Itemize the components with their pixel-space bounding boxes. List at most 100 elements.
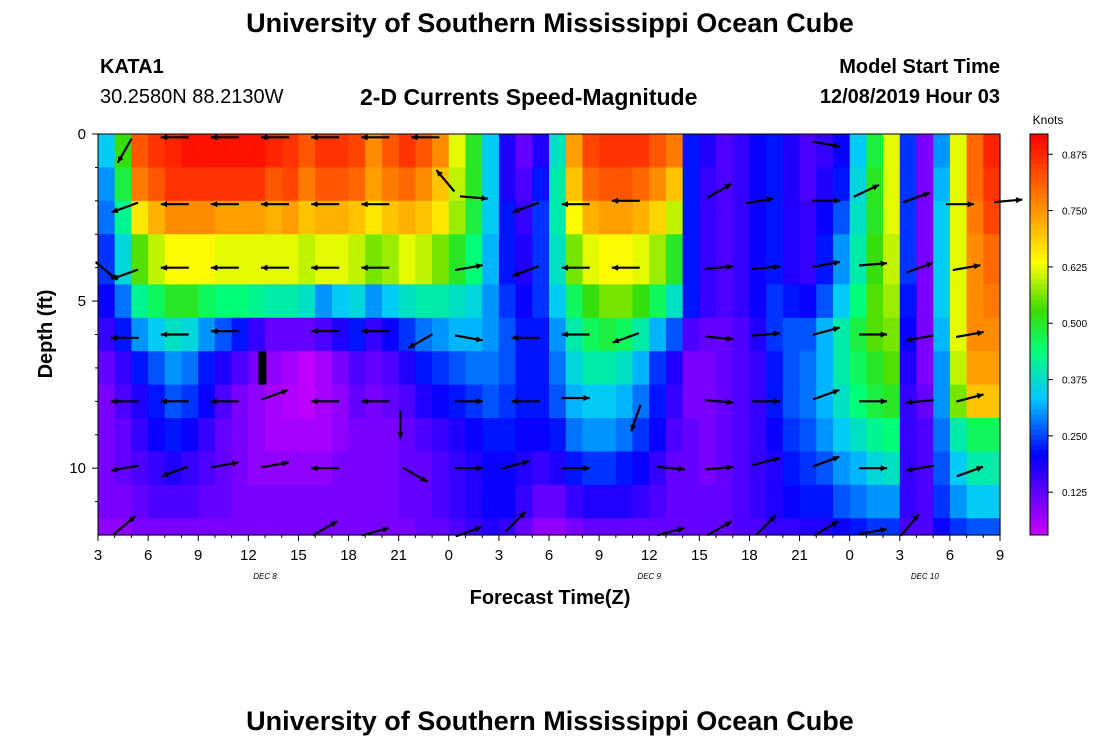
heatmap-cell bbox=[98, 384, 116, 419]
heatmap-cell bbox=[265, 200, 283, 235]
heatmap-cell bbox=[432, 234, 450, 285]
heatmap-cell bbox=[265, 167, 283, 202]
colorbar-segment bbox=[1030, 274, 1048, 280]
heatmap-cell bbox=[766, 200, 784, 235]
heatmap-cell bbox=[933, 284, 951, 319]
heatmap-cell bbox=[198, 317, 216, 352]
current-vector-arrow bbox=[705, 464, 734, 471]
heatmap-cell bbox=[331, 234, 350, 285]
heatmap-cell bbox=[599, 234, 617, 285]
heatmap-cell bbox=[214, 234, 233, 285]
arrow-head bbox=[561, 331, 568, 338]
arrow-head bbox=[833, 142, 841, 149]
x-tick-label: 12 bbox=[240, 547, 257, 564]
heatmap-cell bbox=[716, 418, 734, 453]
heatmap-cell bbox=[532, 484, 550, 519]
heatmap-cell bbox=[615, 518, 634, 536]
arrow-head bbox=[261, 134, 268, 141]
heatmap-cell bbox=[498, 418, 517, 453]
heatmap-cell bbox=[265, 518, 283, 536]
heatmap-cell bbox=[415, 518, 433, 536]
arrow-head bbox=[769, 515, 776, 522]
plot-axes: 3 6 9 12 15 18 21 0 3 6 9 12 15 18 21 0 3 6 9 0 5 10 DEC 8 DEC … bbox=[69, 126, 1004, 581]
heatmap-cell bbox=[682, 384, 700, 419]
heatmap-cell bbox=[949, 134, 968, 169]
heatmap-cell bbox=[565, 484, 583, 519]
heatmap-cell bbox=[849, 351, 867, 386]
heatmap-cell bbox=[181, 234, 199, 285]
heatmap-cell bbox=[281, 284, 300, 319]
heatmap-cell bbox=[866, 234, 884, 285]
heatmap-cell bbox=[398, 518, 416, 536]
heatmap-cell bbox=[298, 200, 316, 235]
x-tick-label: 12 bbox=[641, 547, 658, 564]
heatmap-cell bbox=[799, 418, 817, 453]
current-vector-arrow bbox=[113, 515, 137, 535]
heatmap-cell bbox=[632, 518, 650, 536]
current-vector-arrow bbox=[859, 331, 888, 338]
heatmap-cell bbox=[448, 484, 467, 519]
heatmap-cell bbox=[381, 484, 400, 519]
heatmap-cell bbox=[682, 317, 700, 352]
heatmap-cell bbox=[649, 351, 667, 386]
heatmap-cell bbox=[983, 484, 1001, 519]
arrow-head bbox=[724, 521, 732, 528]
heatmap-cell bbox=[198, 234, 216, 285]
heatmap-marker-block bbox=[258, 351, 267, 385]
heatmap-cell bbox=[315, 484, 333, 519]
arrow-head bbox=[411, 134, 418, 141]
colorbar-segment bbox=[1030, 364, 1048, 371]
heatmap-cell bbox=[749, 484, 767, 519]
heatmap-cell bbox=[164, 200, 183, 235]
heatmap-cell bbox=[966, 418, 984, 453]
colorbar-tick-label: 0.500 bbox=[1062, 319, 1087, 330]
current-vector-arrow bbox=[956, 465, 984, 478]
heatmap-cell bbox=[465, 167, 483, 202]
heatmap-cell bbox=[883, 418, 901, 453]
heatmap-cell bbox=[549, 384, 567, 419]
heatmap-cell bbox=[732, 484, 751, 519]
current-vector-arrow bbox=[706, 520, 733, 537]
current-vector-arrow bbox=[435, 169, 456, 193]
heatmap-cell bbox=[816, 200, 834, 235]
heatmap-cell bbox=[398, 351, 416, 386]
heatmap-cell bbox=[983, 234, 1001, 285]
colorbar-tick-label: 0.375 bbox=[1062, 376, 1087, 387]
current-vector-arrow bbox=[859, 260, 888, 267]
heatmap-cell bbox=[632, 351, 650, 386]
heatmap-cell bbox=[983, 451, 1001, 486]
heatmap-cell bbox=[231, 351, 249, 386]
heatmap-cell bbox=[248, 384, 266, 419]
heatmap-cell bbox=[899, 167, 918, 202]
current-vector-arrow bbox=[745, 196, 774, 205]
heatmap-cell bbox=[916, 200, 934, 235]
arrow-head bbox=[880, 398, 888, 405]
heatmap-cell bbox=[231, 418, 249, 453]
heatmap-cell bbox=[615, 484, 634, 519]
arrow-head bbox=[476, 398, 483, 405]
current-vector-arrow bbox=[512, 265, 540, 277]
heatmap-cell bbox=[682, 200, 700, 235]
heatmap-cell bbox=[699, 484, 717, 519]
colorbar-segment bbox=[1030, 229, 1048, 235]
arrow-head bbox=[831, 521, 839, 528]
colorbar-segment bbox=[1030, 339, 1048, 346]
arrow-head bbox=[475, 336, 483, 343]
heatmap-cell bbox=[498, 167, 517, 202]
arrow-head bbox=[726, 399, 734, 405]
date-label: DEC 8 bbox=[253, 572, 277, 581]
current-vector-arrow bbox=[160, 264, 189, 271]
heatmap-cell bbox=[515, 234, 533, 285]
heatmap-cell bbox=[766, 418, 784, 453]
heatmap-cell bbox=[415, 200, 433, 235]
heatmap-cell bbox=[565, 234, 583, 285]
heatmap-cell bbox=[381, 134, 400, 169]
heatmap-cell bbox=[298, 351, 316, 386]
arrow-head bbox=[832, 456, 840, 462]
colorbar-segment bbox=[1030, 389, 1048, 396]
heatmap-cell bbox=[933, 484, 951, 519]
heatmap-cell bbox=[599, 351, 617, 386]
heatmap-cell bbox=[615, 134, 634, 169]
x-tick-label: 0 bbox=[445, 547, 453, 564]
heatmap-cell bbox=[231, 484, 249, 519]
